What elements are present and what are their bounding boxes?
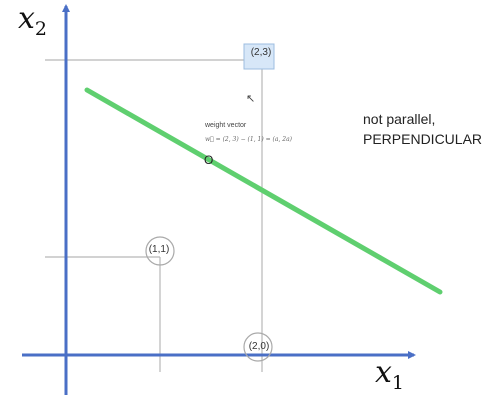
point-label-2-3: (2,3) [250, 47, 272, 58]
annotation-note: not parallel, PERPENDICULAR [363, 109, 499, 149]
point-label-1-1: (1,1) [148, 244, 170, 255]
point-label-2-0: (2,0) [248, 341, 270, 352]
separating-line [84, 87, 443, 295]
note-line-2: PERPENDICULAR [363, 131, 483, 147]
x2-axis-title: x2 [18, 1, 48, 40]
note-line-1: not parallel, [363, 111, 436, 127]
origin-marker: O [204, 153, 214, 167]
weight-vector-title: weight vector [205, 122, 247, 129]
point-highlight-2-3 [243, 43, 275, 70]
x1-axis-title: x1 [375, 355, 405, 394]
cursor-icon: ↖ [246, 93, 256, 105]
weight-vector-equation: w⃗ = (2, 3) − (1, 1) = (a, 2a) [205, 136, 292, 143]
point-circle-1-1 [145, 236, 175, 266]
point-circle-2-0 [243, 332, 273, 362]
